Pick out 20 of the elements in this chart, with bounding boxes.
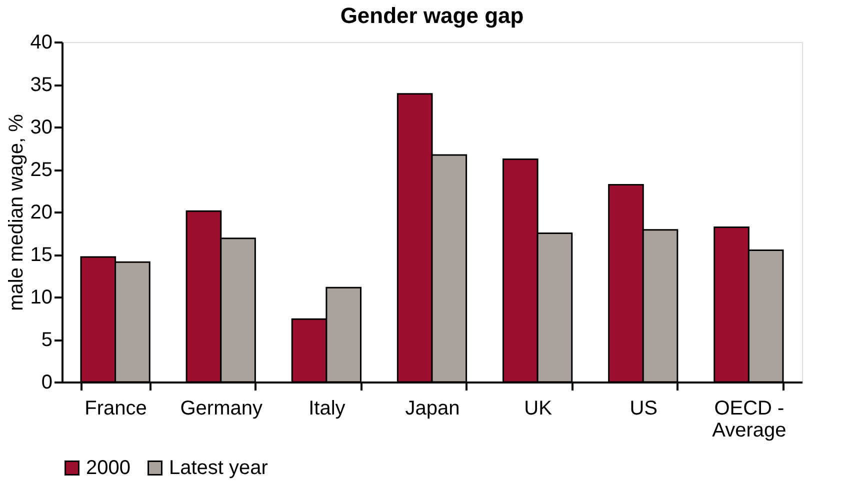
legend-label: 2000	[86, 457, 130, 479]
x-tick-label: OECD - Average	[712, 398, 786, 442]
y-tick-label: 10	[30, 286, 52, 308]
legend-label: Latest year	[169, 457, 268, 479]
x-tick-label: Japan	[405, 398, 460, 420]
x-tick-label: France	[84, 398, 147, 420]
x-tick-label: US	[630, 398, 658, 420]
y-tick-label: 35	[30, 74, 52, 96]
y-tick-label: 5	[41, 329, 52, 351]
x-tick-label: Italy	[308, 398, 346, 420]
x-tick-label: UK	[524, 398, 553, 420]
y-tick-label: 40	[30, 32, 52, 54]
y-tick-label: 20	[30, 202, 52, 224]
y-axis-title: male median wage, %	[5, 114, 28, 311]
y-tick-label: 15	[30, 244, 52, 266]
chart-title: Gender wage gap	[340, 3, 524, 28]
y-tick-label: 30	[30, 116, 52, 138]
x-tick-label: Germany	[180, 398, 262, 420]
y-tick-label: 25	[30, 159, 52, 181]
y-tick-label: 0	[41, 372, 52, 394]
